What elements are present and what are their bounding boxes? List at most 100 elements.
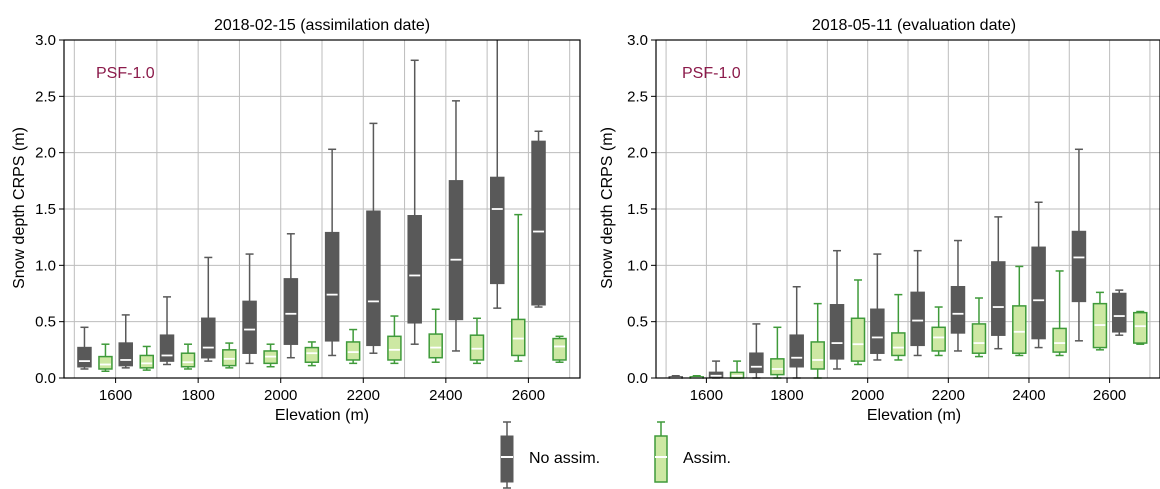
y-tick-label: 2.0	[627, 145, 648, 162]
box-body	[387, 335, 402, 361]
y-tick-label: 0.5	[35, 314, 56, 331]
box-no-assim	[283, 233, 299, 359]
box-body	[829, 304, 845, 360]
box-body	[511, 318, 526, 357]
box-no-assim	[1112, 289, 1127, 336]
box-body	[180, 352, 196, 368]
box-assim	[428, 308, 443, 363]
box-body	[366, 210, 381, 347]
y-tick-label: 1.5	[35, 201, 56, 218]
y-tick-label: 2.5	[627, 88, 648, 105]
box-no-assim	[242, 253, 257, 365]
box-assim	[139, 345, 154, 371]
box-body	[1052, 327, 1067, 353]
box-assim	[891, 293, 906, 361]
box-body	[139, 354, 154, 369]
box-body	[118, 342, 133, 367]
x-axis-label: Elevation (m)	[867, 407, 961, 424]
y-tick-label: 0.0	[627, 370, 648, 387]
box-assim	[304, 341, 320, 367]
y-tick-label: 2.0	[35, 145, 56, 162]
box-body	[870, 308, 885, 354]
box-body	[242, 300, 257, 354]
box-no-assim	[448, 100, 464, 352]
x-tick-label: 2200	[347, 387, 380, 404]
legend-no-assim-label: No assim.	[529, 450, 600, 467]
box-no-assim	[910, 249, 925, 357]
chart-panel-evaluation-date: 2018-05-11 (evaluation date) PSF-1.0 Ele…	[599, 17, 1160, 424]
box-body	[1133, 311, 1148, 344]
box-assim	[511, 213, 526, 362]
box-no-assim	[490, 40, 505, 309]
x-tick-label: 2000	[851, 387, 884, 404]
legend-no-assim-marker	[500, 421, 514, 489]
y-tick-label: 2.5	[35, 88, 56, 105]
box-no-assim	[407, 59, 422, 345]
box-body	[407, 215, 422, 324]
box-body	[991, 261, 1006, 336]
box-assim	[810, 302, 825, 379]
x-tick-label: 2400	[429, 387, 462, 404]
y-axis-label: Snow depth CRPS (m)	[11, 127, 28, 289]
box-body	[490, 176, 505, 285]
box-assim	[180, 343, 196, 370]
legend-assim-label: Assim.	[683, 450, 731, 467]
box-assim	[552, 335, 567, 363]
y-tick-label: 1.0	[627, 257, 648, 274]
chart-title: 2018-02-15 (assimilation date)	[214, 17, 430, 34]
box-body	[469, 334, 485, 361]
box-assim	[98, 343, 113, 372]
psf-annotation: PSF-1.0	[682, 65, 741, 82]
box-assim	[729, 360, 745, 379]
legend-assim-marker	[654, 421, 668, 483]
x-tick-label: 1800	[181, 387, 214, 404]
box-body	[910, 291, 925, 347]
box-assim	[345, 328, 361, 365]
x-tick-label: 2200	[932, 387, 965, 404]
box-body	[345, 341, 361, 361]
box-body	[324, 231, 340, 342]
box-no-assim	[1071, 148, 1087, 342]
box-body	[77, 346, 92, 368]
box-assim	[1133, 310, 1148, 345]
box-body	[1071, 230, 1087, 303]
box-no-assim	[991, 216, 1006, 350]
x-tick-label: 2600	[1093, 387, 1126, 404]
box-body	[789, 334, 804, 368]
y-tick-label: 3.0	[627, 32, 648, 49]
box-body	[1031, 246, 1046, 340]
box-no-assim	[870, 253, 885, 361]
y-tick-label: 3.0	[35, 32, 56, 49]
box-body	[971, 323, 987, 354]
box-body	[749, 352, 764, 374]
y-axis-label: Snow depth CRPS (m)	[599, 127, 616, 289]
y-tick-label: 1.5	[627, 201, 648, 218]
chart-panel-assimilation-date: 2018-02-15 (assimilation date) PSF-1.0 E…	[11, 17, 581, 424]
box-assim	[1052, 270, 1067, 357]
chart-title: 2018-05-11 (evaluation date)	[812, 17, 1016, 34]
x-tick-label: 1600	[99, 387, 132, 404]
box-no-assim	[950, 239, 966, 352]
x-tick-label: 1600	[690, 387, 723, 404]
box-no-assim	[77, 326, 92, 370]
box-body	[98, 355, 113, 370]
box-assim	[971, 297, 987, 358]
box-body	[850, 317, 866, 362]
y-tick-label: 1.0	[35, 257, 56, 274]
x-axis-label: Elevation (m)	[275, 407, 369, 424]
box-assim	[1012, 265, 1027, 357]
box-body	[304, 346, 320, 363]
box-assim	[931, 306, 946, 357]
box-no-assim	[201, 256, 216, 362]
box-no-assim	[118, 314, 133, 369]
box-body	[708, 371, 724, 378]
box-no-assim	[366, 122, 381, 354]
box-assim	[263, 343, 278, 368]
box-body	[159, 334, 175, 362]
box-no-assim	[789, 285, 804, 379]
x-tick-label: 2000	[264, 387, 297, 404]
box-body	[1112, 292, 1127, 333]
box-body	[891, 332, 906, 357]
box-body	[531, 140, 546, 306]
